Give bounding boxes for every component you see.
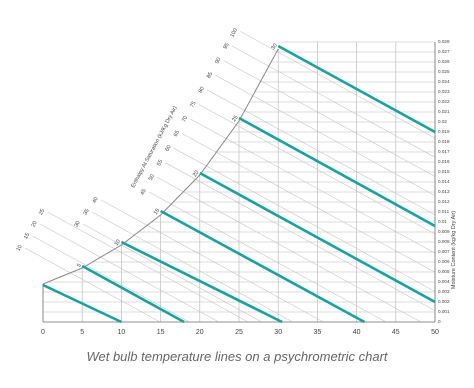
y-tick-label: 0.005 (438, 269, 450, 274)
enthalpy-tick-label: 35 (83, 208, 91, 216)
caption: Wet bulb temperature lines on a psychrom… (86, 349, 388, 364)
enthalpy-line (240, 31, 436, 139)
enthalpy-tick-label: 40 (92, 196, 100, 204)
enthalpy-line (215, 74, 436, 196)
y-tick-label: 0.013 (438, 189, 450, 194)
wet-bulb-line (277, 44, 436, 134)
y-tick-label: 0.011 (438, 209, 450, 214)
y-tick-label: 0.008 (438, 239, 450, 244)
enthalpy-line (39, 223, 219, 323)
enthalpy-tick-label: 25 (38, 208, 46, 216)
y-tick-label: 0.027 (438, 49, 450, 54)
wet-bulb-label: 25 (231, 115, 239, 123)
enthalpy-tick-label: 50 (148, 174, 156, 182)
y-tick-label: 0.021 (438, 109, 450, 114)
x-tick-label: 45 (392, 329, 400, 336)
enthalpy-line (82, 223, 262, 323)
y-tick-label: 0.018 (438, 139, 450, 144)
y-tick-label: 0 (438, 319, 441, 324)
x-tick-label: 25 (235, 329, 243, 336)
enthalpy-tick-label: 85 (206, 71, 214, 79)
x-tick-label: 0 (41, 329, 45, 336)
wet-bulb-label: 10 (114, 239, 122, 247)
y-tick-label: 0.024 (438, 79, 450, 84)
y-tick-label: 0.017 (438, 149, 450, 154)
enthalpy-tick-label: 20 (31, 220, 39, 228)
wet-bulb-line (120, 240, 283, 324)
x-tick-label: 30 (274, 329, 282, 336)
y-tick-label: 0.012 (438, 199, 450, 204)
x-tick-label: 15 (157, 329, 165, 336)
enthalpy-line (24, 247, 161, 323)
wet-bulb-line (199, 171, 436, 304)
enthalpy-tick-label: 55 (156, 159, 164, 167)
enthalpy-tick-label: 15 (23, 232, 31, 240)
wet-bulb-label: 15 (153, 208, 161, 216)
wet-bulb-line (238, 116, 436, 228)
y-tick-label: 0.009 (438, 229, 450, 234)
wet-bulb-line (42, 283, 122, 324)
enthalpy-line (148, 191, 387, 323)
enthalpy-tick-label: 45 (140, 188, 148, 196)
enthalpy-line (223, 60, 436, 177)
enthalpy-tick-label: 70 (181, 115, 189, 123)
wet-bulb-line (81, 264, 185, 324)
wet-bulb-line (159, 209, 366, 324)
x-tick-label: 50 (431, 329, 439, 336)
y-tick-label: 0.014 (438, 179, 450, 184)
enthalpy-tick-label: 75 (189, 101, 197, 109)
y-tick-label: 0.02 (438, 119, 447, 124)
y-tick-label: 0.002 (438, 299, 450, 304)
enthalpy-line (182, 133, 436, 273)
y-tick-label: 0.016 (438, 159, 450, 164)
enthalpy-tick-label: 80 (198, 86, 206, 94)
y-tick-label: 0.006 (438, 259, 450, 264)
saturation-curve (42, 48, 279, 285)
y-tick-label: 0.015 (438, 169, 450, 174)
enthalpy-tick-label: 60 (164, 144, 172, 152)
y-tick-label: 0.019 (438, 129, 450, 134)
enthalpy-tick-label: 95 (223, 42, 231, 50)
wet-bulb-label: 30 (270, 43, 278, 51)
x-tick-label: 35 (314, 329, 322, 336)
enthalpy-tick-label: 10 (16, 244, 24, 252)
wet-bulb-label: 20 (192, 170, 200, 178)
wet-bulb-label: 5 (76, 263, 83, 269)
enthalpy-line (231, 45, 436, 158)
x-tick-label: 10 (118, 329, 126, 336)
y-tick-label: 0.028 (438, 39, 450, 44)
y-axis-label: Moisture Content (kg/kg Dry Air) (451, 211, 457, 289)
y-tick-label: 0.022 (438, 99, 450, 104)
enthalpy-line (100, 199, 324, 323)
y-tick-label: 0.004 (438, 279, 450, 284)
x-tick-label: 5 (80, 329, 84, 336)
y-tick-label: 0.001 (438, 309, 450, 314)
y-tick-label: 0.01 (438, 219, 447, 224)
enthalpy-tick-label: 90 (214, 57, 222, 65)
x-tick-label: 40 (353, 329, 361, 336)
enthalpy-tick-label: 65 (173, 130, 181, 138)
enthalpy-line (32, 235, 190, 323)
y-tick-label: 0.007 (438, 249, 450, 254)
enthalpy-line (47, 211, 249, 323)
y-tick-label: 0.023 (438, 89, 450, 94)
enthalpy-tick-label: 30 (74, 220, 82, 228)
enthalpy-line (165, 162, 436, 311)
y-tick-label: 0.025 (438, 69, 450, 74)
y-tick-label: 0.026 (438, 59, 450, 64)
enthalpy-line (157, 177, 421, 323)
x-tick-label: 20 (196, 329, 204, 336)
y-tick-label: 0.003 (438, 289, 450, 294)
enthalpy-tick-label: 100 (229, 28, 239, 39)
enthalpy-line (190, 118, 436, 254)
enthalpy-line (91, 211, 293, 323)
